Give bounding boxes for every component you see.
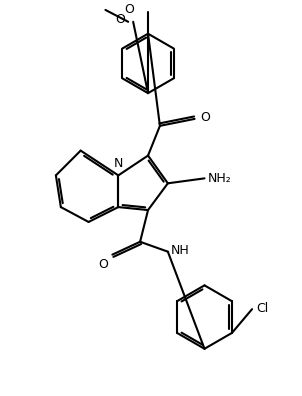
Text: NH: NH bbox=[171, 244, 190, 257]
Text: O: O bbox=[124, 4, 134, 16]
Text: N: N bbox=[114, 158, 123, 170]
Text: Cl: Cl bbox=[256, 302, 268, 315]
Text: NH₂: NH₂ bbox=[207, 172, 231, 185]
Text: O: O bbox=[201, 111, 210, 124]
Text: O: O bbox=[115, 13, 125, 26]
Text: O: O bbox=[98, 258, 108, 270]
